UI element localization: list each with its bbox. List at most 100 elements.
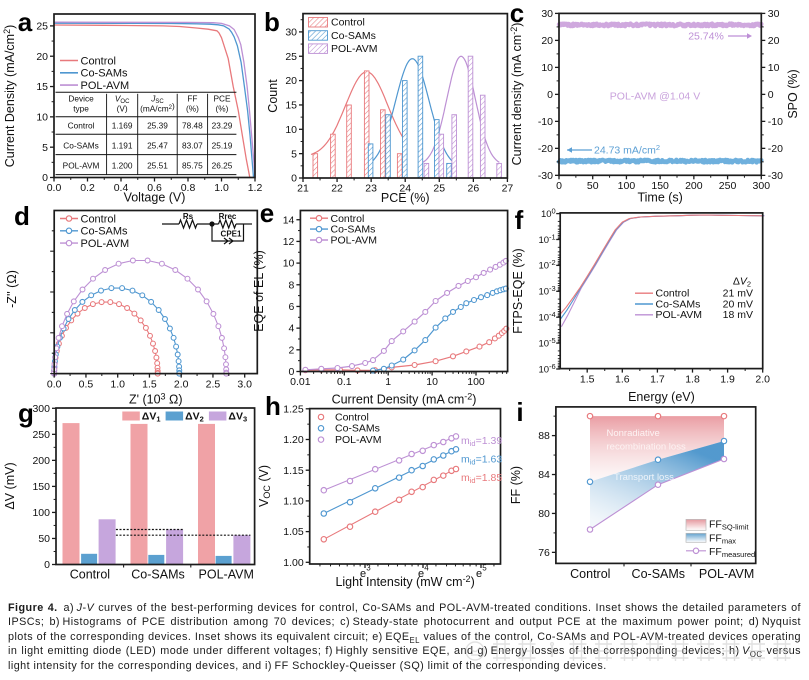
svg-text:Control: Control bbox=[335, 411, 369, 423]
svg-text:POL-AVM @1.04 V: POL-AVM @1.04 V bbox=[610, 91, 700, 103]
svg-text:1.20: 1.20 bbox=[283, 434, 304, 446]
svg-text:10: 10 bbox=[541, 62, 553, 74]
svg-text:30: 30 bbox=[285, 27, 297, 39]
svg-text:20: 20 bbox=[768, 35, 780, 47]
svg-text:0: 0 bbox=[556, 180, 562, 192]
svg-text:Time (s): Time (s) bbox=[637, 191, 682, 205]
svg-text:8: 8 bbox=[289, 279, 295, 291]
svg-text:6: 6 bbox=[289, 301, 295, 313]
svg-text:10: 10 bbox=[426, 376, 438, 388]
svg-text:250: 250 bbox=[719, 180, 737, 192]
svg-text:14: 14 bbox=[283, 214, 295, 226]
svg-text:Control: Control bbox=[70, 568, 110, 582]
svg-text:3: 3 bbox=[366, 564, 371, 573]
svg-text:1.05: 1.05 bbox=[283, 526, 304, 538]
svg-text:-10: -10 bbox=[538, 116, 553, 128]
svg-text:Co-SAMs: Co-SAMs bbox=[331, 224, 376, 236]
svg-text:h: h bbox=[265, 391, 281, 421]
svg-text:FTPS-EQE (%): FTPS-EQE (%) bbox=[511, 248, 525, 333]
svg-text:Co-SAMs: Co-SAMs bbox=[81, 226, 129, 238]
svg-text:CPE1: CPE1 bbox=[221, 230, 242, 239]
svg-text:0.6: 0.6 bbox=[147, 182, 162, 194]
svg-text:10-1: 10-1 bbox=[538, 232, 555, 246]
svg-text:POL-AVM: POL-AVM bbox=[81, 80, 130, 92]
svg-text:-20: -20 bbox=[768, 143, 783, 155]
svg-text:10-6: 10-6 bbox=[538, 362, 555, 376]
svg-text:Co-SAMs: Co-SAMs bbox=[81, 68, 129, 80]
svg-text:200: 200 bbox=[685, 180, 703, 192]
svg-text:10-2: 10-2 bbox=[538, 258, 555, 272]
svg-text:10-3: 10-3 bbox=[538, 284, 555, 298]
svg-text:i: i bbox=[516, 397, 523, 427]
svg-text:Co-SAMs: Co-SAMs bbox=[656, 298, 701, 310]
svg-text:Current density (mA cm-2): Current density (mA cm-2) bbox=[509, 23, 524, 166]
svg-text:FFmeasured: FFmeasured bbox=[709, 546, 755, 559]
svg-text:25.51: 25.51 bbox=[147, 161, 168, 171]
svg-text:-Z'' (Ω): -Z'' (Ω) bbox=[5, 270, 19, 308]
svg-text:0: 0 bbox=[42, 172, 48, 184]
svg-text:0.4: 0.4 bbox=[114, 182, 129, 194]
svg-text:0.5: 0.5 bbox=[79, 379, 94, 391]
svg-text:FFSQ-limit: FFSQ-limit bbox=[709, 519, 749, 532]
svg-text:10: 10 bbox=[36, 111, 48, 123]
svg-text:25: 25 bbox=[433, 183, 445, 195]
svg-text:5: 5 bbox=[42, 142, 48, 154]
svg-text:EQE of EL (%): EQE of EL (%) bbox=[252, 250, 266, 332]
svg-text:21 mV: 21 mV bbox=[723, 288, 753, 300]
svg-text:26.25: 26.25 bbox=[212, 161, 233, 171]
svg-text:e: e bbox=[476, 568, 482, 580]
svg-text:a: a bbox=[18, 7, 33, 37]
svg-text:POL-AVM: POL-AVM bbox=[63, 161, 100, 171]
svg-text:b: b bbox=[264, 7, 280, 37]
svg-text:mid=1.39: mid=1.39 bbox=[461, 435, 502, 448]
svg-text:2.0: 2.0 bbox=[755, 374, 770, 386]
svg-text:23: 23 bbox=[365, 183, 377, 195]
svg-text:24.73 mA/cm2: 24.73 mA/cm2 bbox=[594, 143, 660, 157]
svg-text:1.0: 1.0 bbox=[214, 182, 229, 194]
svg-text:100: 100 bbox=[541, 206, 556, 220]
svg-text:2: 2 bbox=[289, 344, 295, 356]
svg-text:0: 0 bbox=[289, 366, 295, 378]
svg-text:d: d bbox=[14, 201, 30, 231]
svg-text:10: 10 bbox=[768, 62, 780, 74]
svg-text:-30: -30 bbox=[538, 170, 553, 182]
svg-text:200: 200 bbox=[32, 455, 50, 467]
svg-text:Control: Control bbox=[81, 55, 116, 67]
svg-text:FF: FF bbox=[187, 94, 197, 104]
svg-text:POL-AVM: POL-AVM bbox=[656, 309, 702, 321]
svg-text:5: 5 bbox=[482, 564, 487, 573]
svg-text:22: 22 bbox=[331, 183, 343, 195]
svg-text:1.8: 1.8 bbox=[685, 374, 700, 386]
svg-text:15: 15 bbox=[285, 100, 297, 112]
svg-text:e: e bbox=[360, 568, 366, 580]
svg-text:2.0: 2.0 bbox=[174, 379, 189, 391]
svg-text:mid=1.63: mid=1.63 bbox=[461, 454, 502, 467]
svg-text:0.0: 0.0 bbox=[47, 182, 62, 194]
svg-text:0.8: 0.8 bbox=[181, 182, 196, 194]
svg-text:83.07: 83.07 bbox=[182, 141, 203, 151]
svg-text:1.2: 1.2 bbox=[248, 182, 263, 194]
svg-text:0: 0 bbox=[547, 89, 553, 101]
svg-text:88: 88 bbox=[538, 430, 550, 442]
svg-text:20: 20 bbox=[285, 75, 297, 87]
svg-text:POL-AVM: POL-AVM bbox=[199, 568, 254, 582]
svg-text:2.5: 2.5 bbox=[206, 379, 221, 391]
svg-text:-30: -30 bbox=[768, 170, 783, 182]
svg-text:c: c bbox=[510, 0, 524, 28]
svg-text:-20: -20 bbox=[538, 143, 553, 155]
svg-text:10-5: 10-5 bbox=[538, 336, 555, 350]
svg-text:26: 26 bbox=[468, 183, 480, 195]
svg-text:POL-AVM: POL-AVM bbox=[331, 235, 377, 247]
svg-text:-10: -10 bbox=[768, 116, 783, 128]
svg-text:Control: Control bbox=[331, 17, 365, 29]
svg-text:VOC: VOC bbox=[115, 94, 130, 106]
svg-text:0.2: 0.2 bbox=[80, 182, 95, 194]
svg-text:ΔV2: ΔV2 bbox=[185, 411, 204, 424]
svg-text:Current Density (mA/cm2): Current Density (mA/cm2) bbox=[2, 25, 17, 168]
svg-text:85.75: 85.75 bbox=[182, 161, 203, 171]
svg-text:FFmax: FFmax bbox=[709, 533, 736, 546]
svg-text:Voltage (V): Voltage (V) bbox=[124, 191, 186, 205]
svg-text:10: 10 bbox=[285, 124, 297, 136]
svg-text:300: 300 bbox=[32, 403, 50, 415]
svg-text:0: 0 bbox=[44, 559, 50, 571]
